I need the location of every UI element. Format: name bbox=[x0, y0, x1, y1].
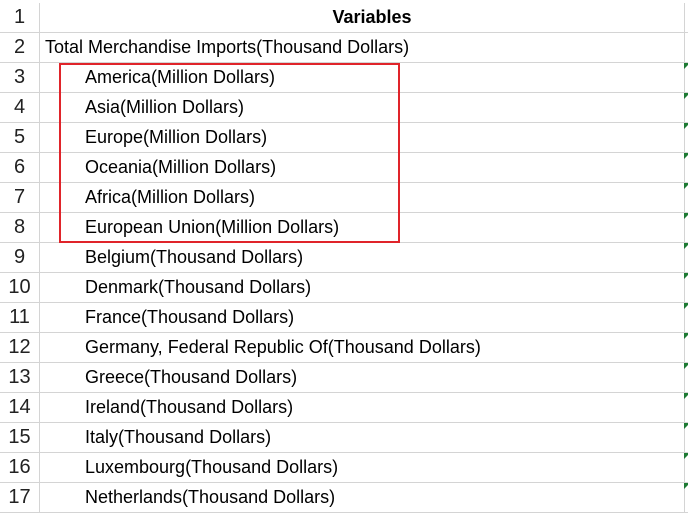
table-row: 15 Italy(Thousand Dollars) bbox=[0, 423, 688, 453]
row-number[interactable]: 16 bbox=[0, 453, 40, 483]
table-row: 2 Total Merchandise Imports(Thousand Doll… bbox=[0, 33, 688, 63]
data-rows: 2 Total Merchandise Imports(Thousand Doll… bbox=[0, 33, 688, 513]
variable-cell[interactable]: Luxembourg(Thousand Dollars) bbox=[40, 453, 684, 483]
error-indicator-icon bbox=[684, 333, 688, 339]
next-column-cell[interactable] bbox=[684, 363, 688, 393]
table-row: 4 Asia(Million Dollars) bbox=[0, 93, 688, 123]
table-row: 8 European Union(Million Dollars) bbox=[0, 213, 688, 243]
row-number[interactable]: 4 bbox=[0, 93, 40, 123]
next-column-cell[interactable] bbox=[684, 273, 688, 303]
variable-cell[interactable]: Belgium(Thousand Dollars) bbox=[40, 243, 684, 273]
variable-cell[interactable]: Africa(Million Dollars) bbox=[40, 183, 684, 213]
table-row: 9 Belgium(Thousand Dollars) bbox=[0, 243, 688, 273]
variable-cell[interactable]: Asia(Million Dollars) bbox=[40, 93, 684, 123]
variable-cell[interactable]: Netherlands(Thousand Dollars) bbox=[40, 483, 684, 513]
table-row: 14 Ireland(Thousand Dollars) bbox=[0, 393, 688, 423]
table-row: 13 Greece(Thousand Dollars) bbox=[0, 363, 688, 393]
error-indicator-icon bbox=[684, 483, 688, 489]
variable-cell[interactable]: Germany, Federal Republic Of(Thousand Do… bbox=[40, 333, 684, 363]
row-number[interactable]: 9 bbox=[0, 243, 40, 273]
variable-cell[interactable]: Europe(Million Dollars) bbox=[40, 123, 684, 153]
variable-cell[interactable]: France(Thousand Dollars) bbox=[40, 303, 684, 333]
next-column-cell[interactable] bbox=[684, 333, 688, 363]
next-column-cell[interactable] bbox=[684, 93, 688, 123]
next-column-cell[interactable] bbox=[684, 3, 688, 33]
variable-cell[interactable]: European Union(Million Dollars) bbox=[40, 213, 684, 243]
error-indicator-icon bbox=[684, 243, 688, 249]
row-number[interactable]: 1 bbox=[0, 3, 40, 33]
error-indicator-icon bbox=[684, 423, 688, 429]
error-indicator-icon bbox=[684, 363, 688, 369]
variable-cell[interactable]: Denmark(Thousand Dollars) bbox=[40, 273, 684, 303]
next-column-cell[interactable] bbox=[684, 123, 688, 153]
row-number[interactable]: 13 bbox=[0, 363, 40, 393]
variable-cell[interactable]: Oceania(Million Dollars) bbox=[40, 153, 684, 183]
error-indicator-icon bbox=[684, 123, 688, 129]
next-column-cell[interactable] bbox=[684, 453, 688, 483]
next-column-cell[interactable] bbox=[684, 33, 688, 63]
table-row: 10 Denmark(Thousand Dollars) bbox=[0, 273, 688, 303]
variable-cell[interactable]: Italy(Thousand Dollars) bbox=[40, 423, 684, 453]
table-row: 7 Africa(Million Dollars) bbox=[0, 183, 688, 213]
next-column-cell[interactable] bbox=[684, 303, 688, 333]
next-column-cell[interactable] bbox=[684, 153, 688, 183]
table-row: 16 Luxembourg(Thousand Dollars) bbox=[0, 453, 688, 483]
next-column-cell[interactable] bbox=[684, 243, 688, 273]
row-number[interactable]: 2 bbox=[0, 33, 40, 63]
table-row: 17 Netherlands(Thousand Dollars) bbox=[0, 483, 688, 513]
row-number[interactable]: 11 bbox=[0, 303, 40, 333]
variable-cell[interactable]: Total Merchandise Imports(Thousand Dolla… bbox=[40, 33, 684, 63]
row-number[interactable]: 8 bbox=[0, 213, 40, 243]
variable-cell[interactable]: America(Million Dollars) bbox=[40, 63, 684, 93]
row-number[interactable]: 10 bbox=[0, 273, 40, 303]
error-indicator-icon bbox=[684, 93, 688, 99]
next-column-cell[interactable] bbox=[684, 183, 688, 213]
row-number[interactable]: 5 bbox=[0, 123, 40, 153]
row-number[interactable]: 17 bbox=[0, 483, 40, 513]
error-indicator-icon bbox=[684, 213, 688, 219]
header-row: 1 Variables bbox=[0, 3, 688, 33]
error-indicator-icon bbox=[684, 153, 688, 159]
row-number[interactable]: 12 bbox=[0, 333, 40, 363]
header-cell-variables[interactable]: Variables bbox=[40, 3, 684, 33]
table-row: 11 France(Thousand Dollars) bbox=[0, 303, 688, 333]
variable-cell[interactable]: Ireland(Thousand Dollars) bbox=[40, 393, 684, 423]
spreadsheet-grid: 1 Variables 2 Total Merchandise Imports(T… bbox=[0, 3, 688, 513]
variable-cell[interactable]: Greece(Thousand Dollars) bbox=[40, 363, 684, 393]
next-column-cell[interactable] bbox=[684, 423, 688, 453]
row-number[interactable]: 15 bbox=[0, 423, 40, 453]
error-indicator-icon bbox=[684, 453, 688, 459]
table-row: 5 Europe(Million Dollars) bbox=[0, 123, 688, 153]
error-indicator-icon bbox=[684, 273, 688, 279]
next-column-cell[interactable] bbox=[684, 63, 688, 93]
row-number[interactable]: 6 bbox=[0, 153, 40, 183]
error-indicator-icon bbox=[684, 303, 688, 309]
row-number[interactable]: 7 bbox=[0, 183, 40, 213]
error-indicator-icon bbox=[684, 63, 688, 69]
table-row: 12 Germany, Federal Republic Of(Thousand … bbox=[0, 333, 688, 363]
next-column-cell[interactable] bbox=[684, 213, 688, 243]
next-column-cell[interactable] bbox=[684, 393, 688, 423]
error-indicator-icon bbox=[684, 183, 688, 189]
table-row: 6 Oceania(Million Dollars) bbox=[0, 153, 688, 183]
row-number[interactable]: 14 bbox=[0, 393, 40, 423]
next-column-cell[interactable] bbox=[684, 483, 688, 513]
row-number[interactable]: 3 bbox=[0, 63, 40, 93]
error-indicator-icon bbox=[684, 393, 688, 399]
table-row: 3 America(Million Dollars) bbox=[0, 63, 688, 93]
